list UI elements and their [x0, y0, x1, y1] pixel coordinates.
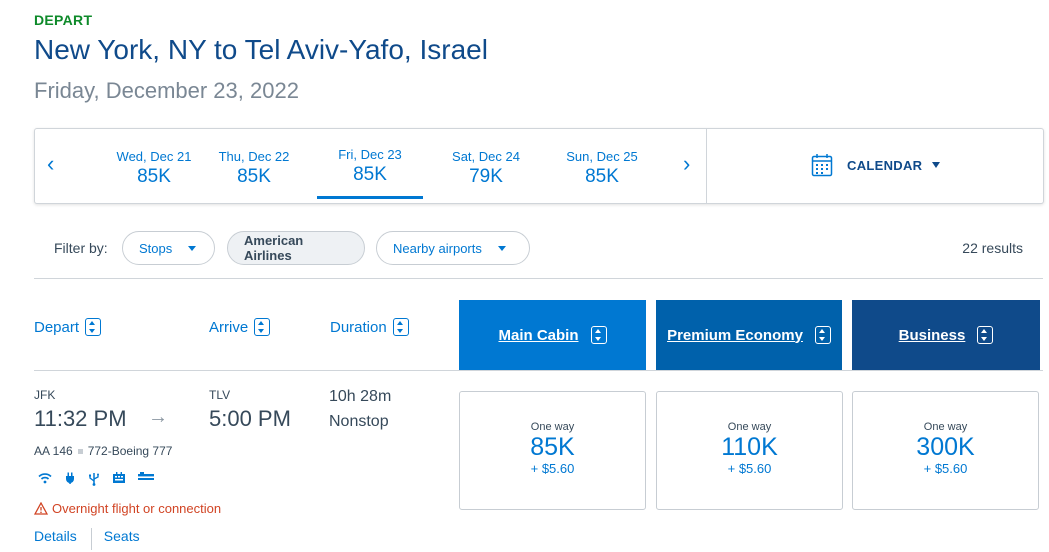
flight-number: AA 146 — [34, 444, 73, 458]
destination-code: TLV — [209, 388, 231, 402]
cabin-header-business[interactable]: Business — [852, 300, 1040, 370]
date-price: 79K — [469, 166, 503, 187]
flight-links: Details Seats — [34, 528, 140, 550]
date-price: 85K — [237, 166, 271, 187]
depart-tag: DEPART — [34, 12, 93, 28]
date-option-sat-dec-24[interactable]: Sat, Dec 24 79K — [433, 129, 539, 203]
sort-arrive-label: Arrive — [209, 318, 249, 336]
date-price: 85K — [137, 166, 171, 187]
cabin-header-premium-economy[interactable]: Premium Economy — [656, 300, 842, 370]
date-option-wed-dec-21[interactable]: Wed, Dec 21 85K — [101, 129, 207, 203]
route-title: New York, NY to Tel Aviv-Yafo, Israel — [34, 34, 488, 65]
date-label: Sat, Dec 24 — [452, 149, 520, 164]
date-label: Fri, Dec 23 — [338, 147, 402, 162]
cabin-header-main[interactable]: Main Cabin — [459, 300, 646, 370]
usb-icon — [89, 473, 99, 486]
seats-link[interactable]: Seats — [103, 528, 140, 544]
stops: Nonstop — [329, 413, 389, 430]
sort-icon — [590, 326, 607, 344]
amenities — [38, 472, 154, 486]
chevron-left-icon[interactable]: ‹ — [47, 151, 55, 176]
arrive-time: 5:00 PM — [209, 406, 291, 431]
airline-filter[interactable]: American Airlines — [227, 231, 365, 265]
date-option-thu-dec-22[interactable]: Thu, Dec 22 85K — [201, 129, 307, 203]
nearby-airports-label: Nearby airports — [393, 240, 482, 256]
sort-icon — [254, 318, 271, 336]
calendar-button[interactable]: CALENDAR — [811, 153, 941, 177]
overnight-warning: Overnight flight or connection — [34, 501, 221, 516]
price-tax: + $5.60 — [530, 461, 575, 476]
sort-duration[interactable]: Duration — [330, 318, 409, 336]
filter-label: Filter by: — [54, 240, 108, 256]
price-points: 85K — [530, 433, 575, 461]
result-count: 22 results — [962, 240, 1023, 256]
aircraft-type: 772-Boeing 777 — [87, 444, 173, 458]
caret-down-icon — [497, 245, 506, 251]
price-business[interactable]: One way 300K + $5.60 — [852, 391, 1039, 510]
sort-depart[interactable]: Depart — [34, 318, 102, 336]
strip-divider — [706, 129, 707, 203]
separator-dot — [77, 448, 83, 454]
price-label: One way — [923, 421, 968, 433]
sort-icon — [392, 318, 409, 336]
sort-duration-label: Duration — [330, 318, 387, 336]
stops-filter-label: Stops — [139, 240, 173, 256]
sort-icon — [85, 318, 102, 336]
lie-flat-seat-icon — [138, 472, 154, 480]
entertainment-icon — [113, 472, 125, 483]
calendar-icon — [811, 154, 833, 177]
price-label: One way — [727, 421, 772, 433]
date-label: Wed, Dec 21 — [116, 149, 192, 164]
duration: 10h 28m — [329, 388, 392, 405]
price-points: 300K — [916, 433, 975, 461]
chevron-right-icon[interactable]: › — [683, 151, 691, 176]
caret-down-icon — [188, 245, 197, 251]
price-tax: + $5.60 — [923, 461, 968, 476]
price-main-cabin[interactable]: One way 85K + $5.60 — [459, 391, 646, 510]
sort-icon — [814, 326, 831, 344]
price-premium-economy[interactable]: One way 110K + $5.60 — [656, 391, 843, 510]
depart-time: 11:32 PM — [34, 406, 127, 431]
header-divider — [34, 370, 1043, 371]
sort-depart-label: Depart — [34, 318, 80, 336]
selected-date-indicator — [317, 196, 423, 199]
power-outlet-icon — [66, 472, 74, 484]
airline-filter-label: American Airlines — [244, 233, 304, 263]
warning-text: Overnight flight or connection — [52, 501, 222, 516]
date-label: Sun, Dec 25 — [566, 149, 638, 164]
sort-arrive[interactable]: Arrive — [209, 318, 271, 336]
price-points: 110K — [721, 433, 778, 461]
warning-icon — [34, 502, 48, 515]
flight-meta: AA 146 772-Boeing 777 — [34, 444, 172, 458]
date-strip: ‹ Wed, Dec 21 85K Thu, Dec 22 85K Fri, D… — [34, 128, 1044, 204]
filter-bar: Filter by: Stops American Airlines Nearb… — [34, 220, 1043, 279]
cabin-header-label: Premium Economy — [667, 326, 803, 344]
cabin-header-label: Business — [898, 326, 966, 344]
origin-code: JFK — [34, 388, 56, 402]
price-label: One way — [530, 421, 575, 433]
nearby-airports-filter[interactable]: Nearby airports — [376, 231, 530, 265]
calendar-label: CALENDAR — [847, 157, 923, 173]
date-label: Thu, Dec 22 — [218, 149, 290, 164]
price-tax: + $5.60 — [727, 461, 772, 476]
route-date: Friday, December 23, 2022 — [34, 78, 299, 103]
link-divider — [90, 528, 92, 550]
stops-filter[interactable]: Stops — [122, 231, 215, 265]
cabin-header-label: Main Cabin — [498, 326, 579, 344]
sort-icon — [977, 326, 994, 344]
date-option-sun-dec-25[interactable]: Sun, Dec 25 85K — [549, 129, 655, 203]
date-price: 85K — [353, 164, 387, 185]
date-price: 85K — [585, 166, 619, 187]
details-link[interactable]: Details — [34, 528, 77, 544]
arrow-right-icon: → — [148, 406, 168, 428]
caret-down-icon — [932, 162, 941, 168]
wifi-icon — [38, 473, 52, 484]
date-option-fri-dec-23[interactable]: Fri, Dec 23 85K — [317, 129, 423, 203]
